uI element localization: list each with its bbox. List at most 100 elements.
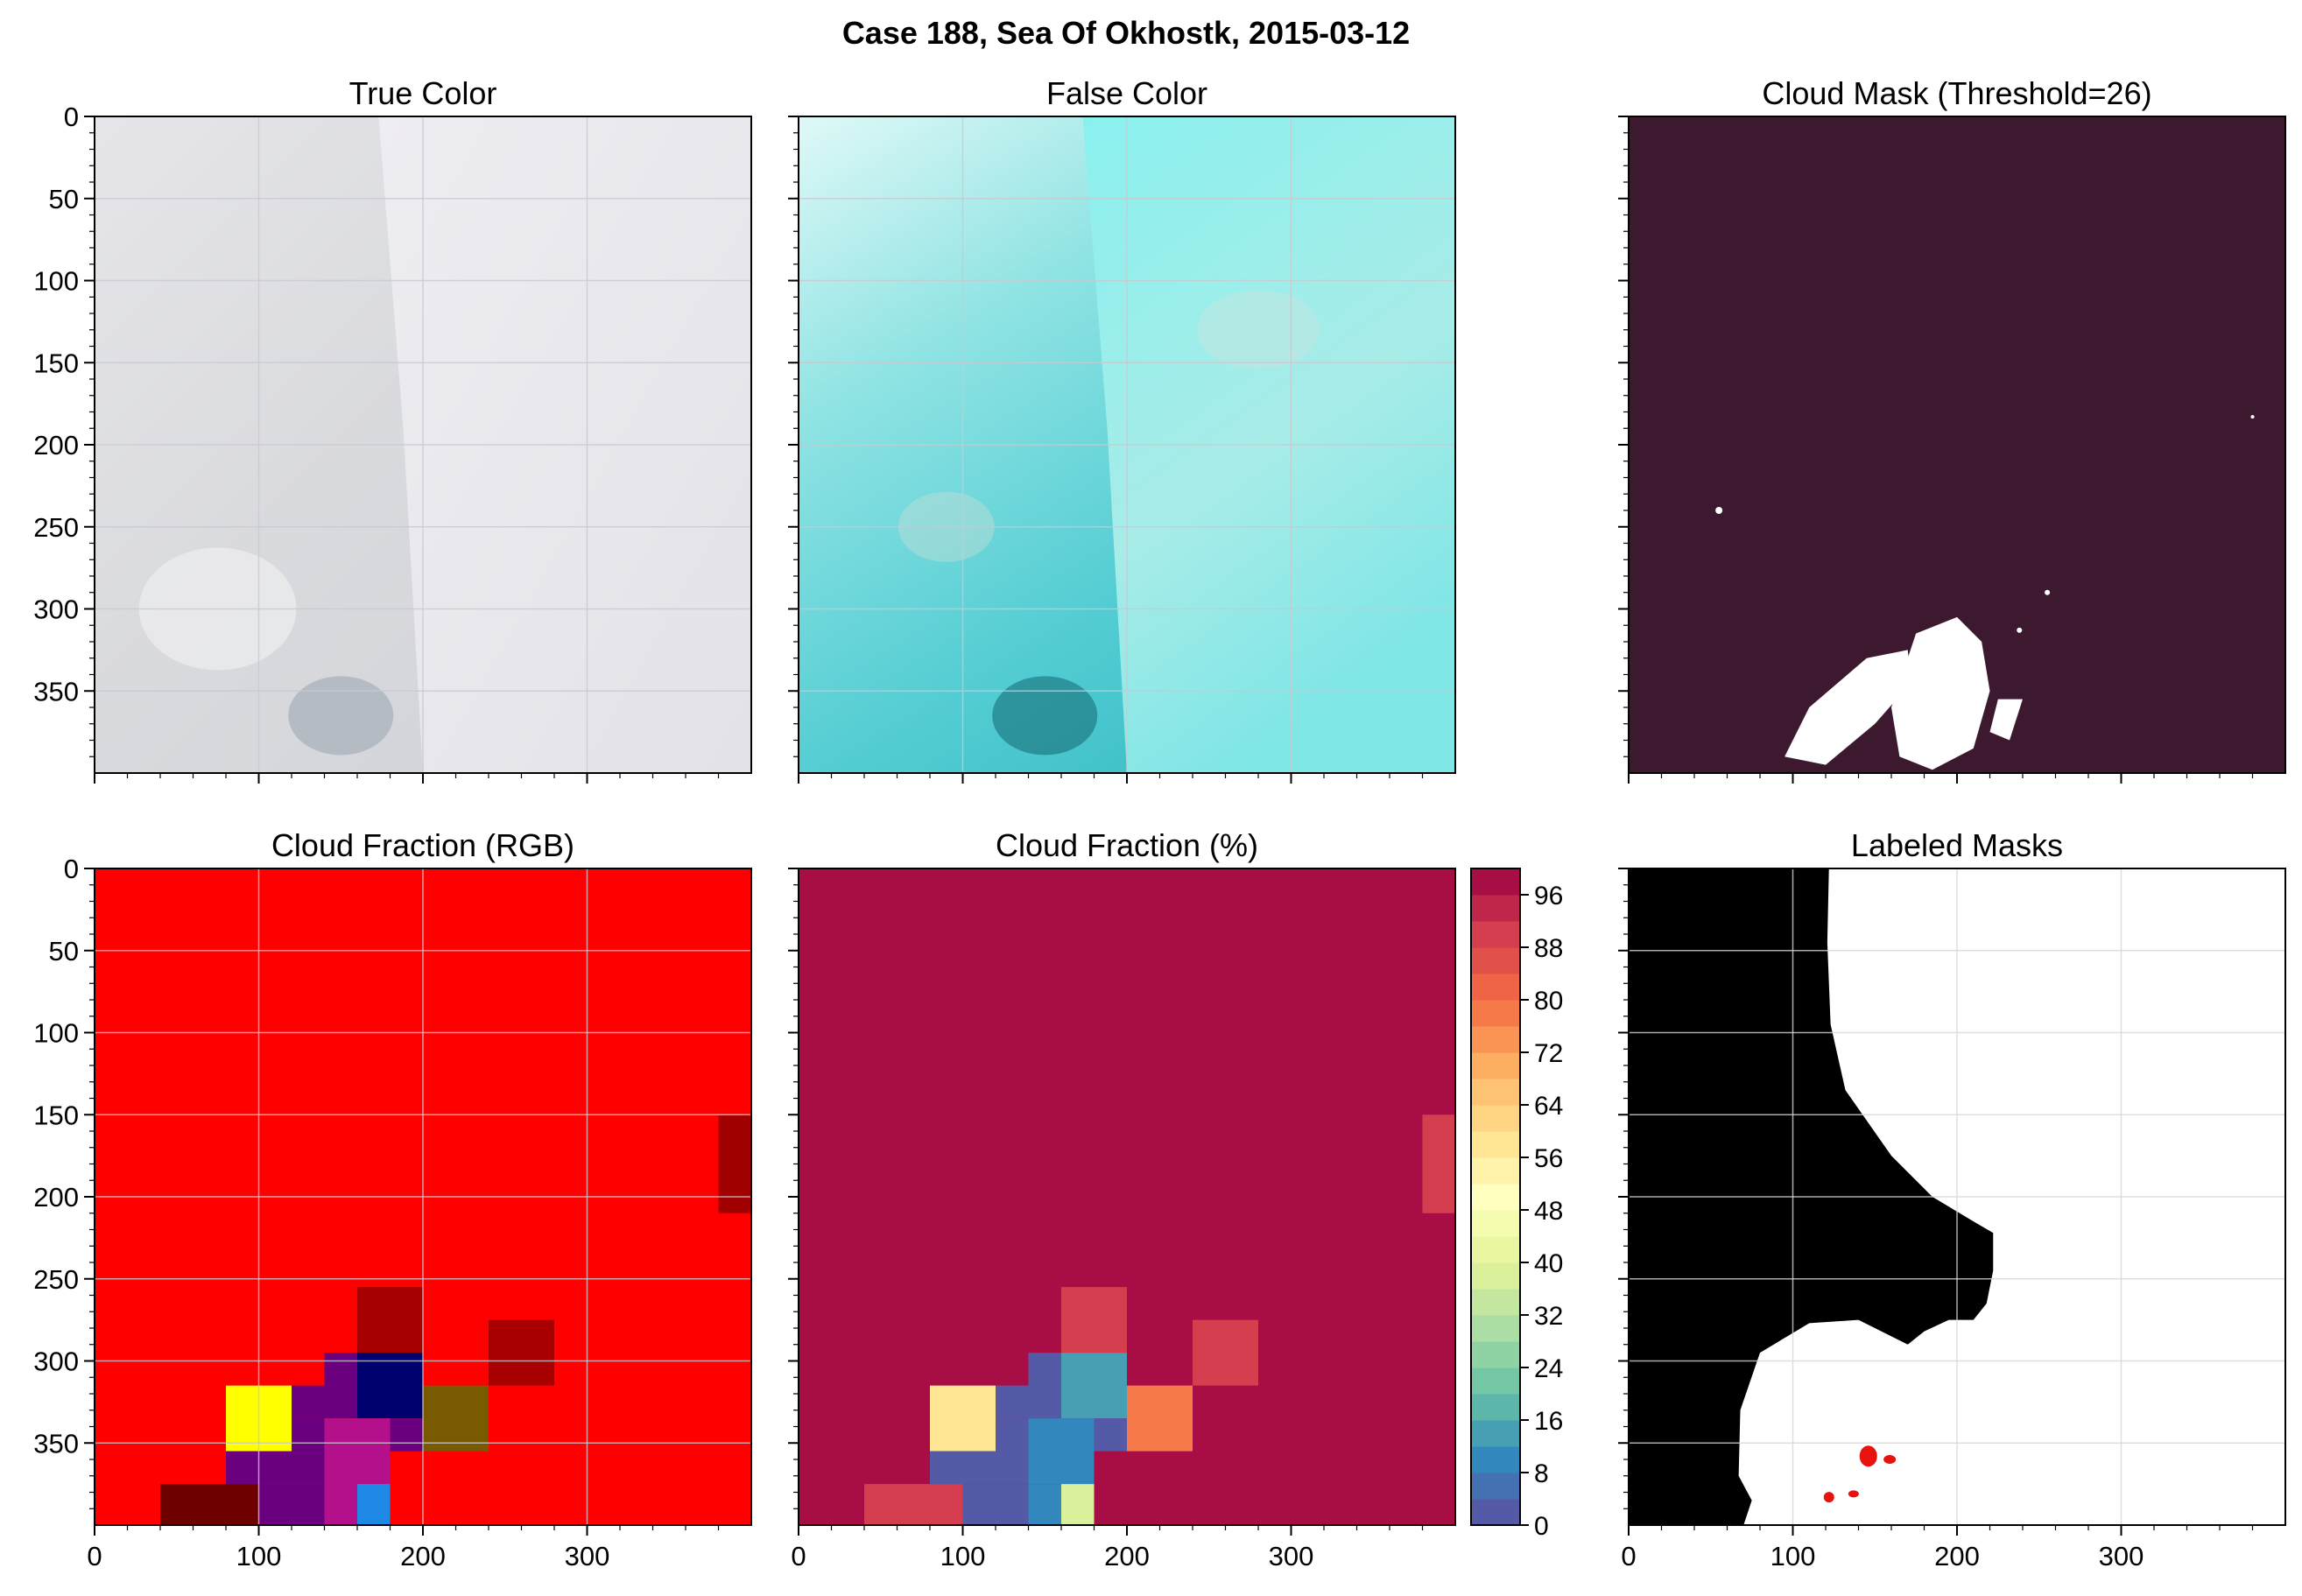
panel-title: Labeled Masks bbox=[1851, 827, 2063, 863]
fraction-cell bbox=[357, 1353, 423, 1419]
y-tick-label: 200 bbox=[33, 1182, 79, 1213]
panel-image bbox=[95, 868, 751, 1525]
y-tick-label: 200 bbox=[33, 430, 79, 461]
panel-cloud-fraction-pct: 0 8 16 24 32 40 48 56 64 72 80 88 96 Cloud Fraction (… bbox=[788, 827, 1563, 1571]
fraction-cell bbox=[292, 1418, 325, 1485]
colorbar-level bbox=[1471, 1499, 1520, 1526]
colorbar: 0 8 16 24 32 40 48 56 64 72 80 88 96 bbox=[1470, 868, 1563, 1541]
x-tick-label: 300 bbox=[565, 1541, 610, 1571]
colorbar-level bbox=[1471, 1315, 1520, 1342]
fraction-cell bbox=[996, 1385, 1029, 1419]
colorbar-tick-label: 8 bbox=[1534, 1459, 1549, 1488]
grid bbox=[95, 116, 751, 773]
cloud-mask-speck bbox=[2250, 415, 2255, 419]
cloud-mask-speck bbox=[1715, 507, 1723, 514]
colorbar-level bbox=[1471, 974, 1520, 1001]
panel-image bbox=[799, 868, 1455, 1525]
colorbar-level bbox=[1471, 1157, 1520, 1185]
colorbar-tick-label: 0 bbox=[1534, 1512, 1549, 1541]
colorbar-level bbox=[1471, 921, 1520, 948]
panel-image bbox=[1629, 868, 2285, 1525]
x-tick-label: 100 bbox=[940, 1541, 986, 1571]
fraction-cell bbox=[324, 1484, 357, 1525]
panel-cloud-fraction-rgb: Cloud Fraction (RGB) 0 50 100 150 200 250 300 35… bbox=[33, 827, 752, 1571]
cloud-mask-region bbox=[1891, 616, 1990, 770]
fraction-cell bbox=[1028, 1484, 1061, 1525]
cloud-mask-region bbox=[1989, 699, 2023, 741]
panel-true-color: True Color 0 50 100 150 200 250 300 350 bbox=[33, 75, 752, 784]
y-tick-label: 350 bbox=[33, 676, 79, 707]
panel-title: True Color bbox=[349, 75, 497, 111]
x-tick-label: 100 bbox=[1770, 1541, 1816, 1571]
fraction-cell bbox=[1028, 1418, 1095, 1485]
x-tick-label: 100 bbox=[236, 1541, 282, 1571]
y-tick-label: 150 bbox=[33, 348, 79, 378]
sea-ice-patch bbox=[288, 676, 394, 756]
x-tick-label: 0 bbox=[1621, 1541, 1636, 1571]
colorbar-frame bbox=[1470, 868, 1521, 1526]
fraction-cell bbox=[1127, 1385, 1193, 1452]
y-tick-label: 300 bbox=[33, 594, 79, 625]
fraction-cell bbox=[930, 1451, 996, 1485]
colorbar-level bbox=[1471, 1262, 1520, 1290]
fraction-cell bbox=[962, 1484, 1029, 1525]
fraction-cell bbox=[864, 1484, 963, 1525]
panel-cloud-mask: Cloud Mask (Threshold=26) bbox=[1618, 75, 2286, 784]
labeled-mark bbox=[1848, 1490, 1859, 1498]
panel-labeled-masks: Labeled Masks 0 100 200 300 bbox=[1618, 827, 2286, 1571]
fraction-cell bbox=[390, 1418, 423, 1452]
colorbar-tick-label: 80 bbox=[1534, 987, 1563, 1016]
fraction-cell bbox=[160, 1484, 259, 1525]
fraction-cell bbox=[423, 1385, 489, 1452]
y-tick-label: 0 bbox=[64, 102, 79, 132]
colorbar-tick-label: 16 bbox=[1534, 1407, 1563, 1436]
x-tick-label: 200 bbox=[1934, 1541, 1980, 1571]
fraction-cell bbox=[1094, 1418, 1127, 1452]
colorbar-tick-label: 56 bbox=[1534, 1144, 1563, 1173]
panel-title: Cloud Fraction (RGB) bbox=[271, 827, 574, 863]
colorbar-level bbox=[1471, 1000, 1520, 1027]
colorbar-level bbox=[1471, 1210, 1520, 1237]
fraction-cell bbox=[1422, 1114, 1455, 1213]
colorbar-level bbox=[1471, 868, 1520, 896]
panel-title: Cloud Mask (Threshold=26) bbox=[1762, 75, 2151, 111]
fraction-cell bbox=[1193, 1319, 1258, 1386]
grid bbox=[1629, 868, 2285, 1525]
x-tick-label: 200 bbox=[1104, 1541, 1150, 1571]
fraction-cell bbox=[292, 1385, 325, 1419]
colorbar-tick-label: 24 bbox=[1534, 1354, 1563, 1383]
grid bbox=[95, 868, 751, 1525]
labeled-mark bbox=[1823, 1492, 1834, 1503]
colorbar-level bbox=[1471, 1341, 1520, 1368]
x-tick-label: 0 bbox=[791, 1541, 806, 1571]
colorbar-level bbox=[1471, 1289, 1520, 1316]
fraction-cell bbox=[324, 1353, 357, 1419]
x-tick-label: 0 bbox=[87, 1541, 102, 1571]
colorbar-level bbox=[1471, 1026, 1520, 1053]
y-tick-label: 100 bbox=[33, 266, 79, 297]
colorbar-tick-label: 96 bbox=[1534, 882, 1563, 910]
fraction-cell bbox=[1061, 1287, 1127, 1353]
colorbar-level bbox=[1471, 1184, 1520, 1211]
fraction-cell bbox=[324, 1418, 391, 1485]
cloud-mask-region bbox=[1785, 650, 1911, 765]
colorbar-level bbox=[1471, 1105, 1520, 1132]
panel-title: False Color bbox=[1046, 75, 1207, 111]
y-tick-label: 250 bbox=[33, 512, 79, 543]
labeled-mark bbox=[1859, 1445, 1877, 1467]
colorbar-level bbox=[1471, 1446, 1520, 1473]
colorbar-tick-label: 88 bbox=[1534, 934, 1563, 963]
fraction-cell bbox=[258, 1484, 325, 1525]
fraction-cell bbox=[1061, 1484, 1095, 1525]
fraction-cell bbox=[1028, 1353, 1061, 1419]
fraction-cell bbox=[357, 1287, 423, 1353]
y-tick-label: 350 bbox=[33, 1428, 79, 1459]
fraction-cell bbox=[357, 1484, 391, 1525]
cloud-mask-speck bbox=[2045, 589, 2051, 595]
y-tick-label: 0 bbox=[64, 854, 79, 884]
panel-image bbox=[1629, 116, 2285, 773]
panel-false-color: False Color bbox=[788, 75, 1456, 784]
colorbar-level bbox=[1471, 1473, 1520, 1500]
colorbar-tick-label: 48 bbox=[1534, 1197, 1563, 1226]
colorbar-tick-label: 40 bbox=[1534, 1249, 1563, 1278]
